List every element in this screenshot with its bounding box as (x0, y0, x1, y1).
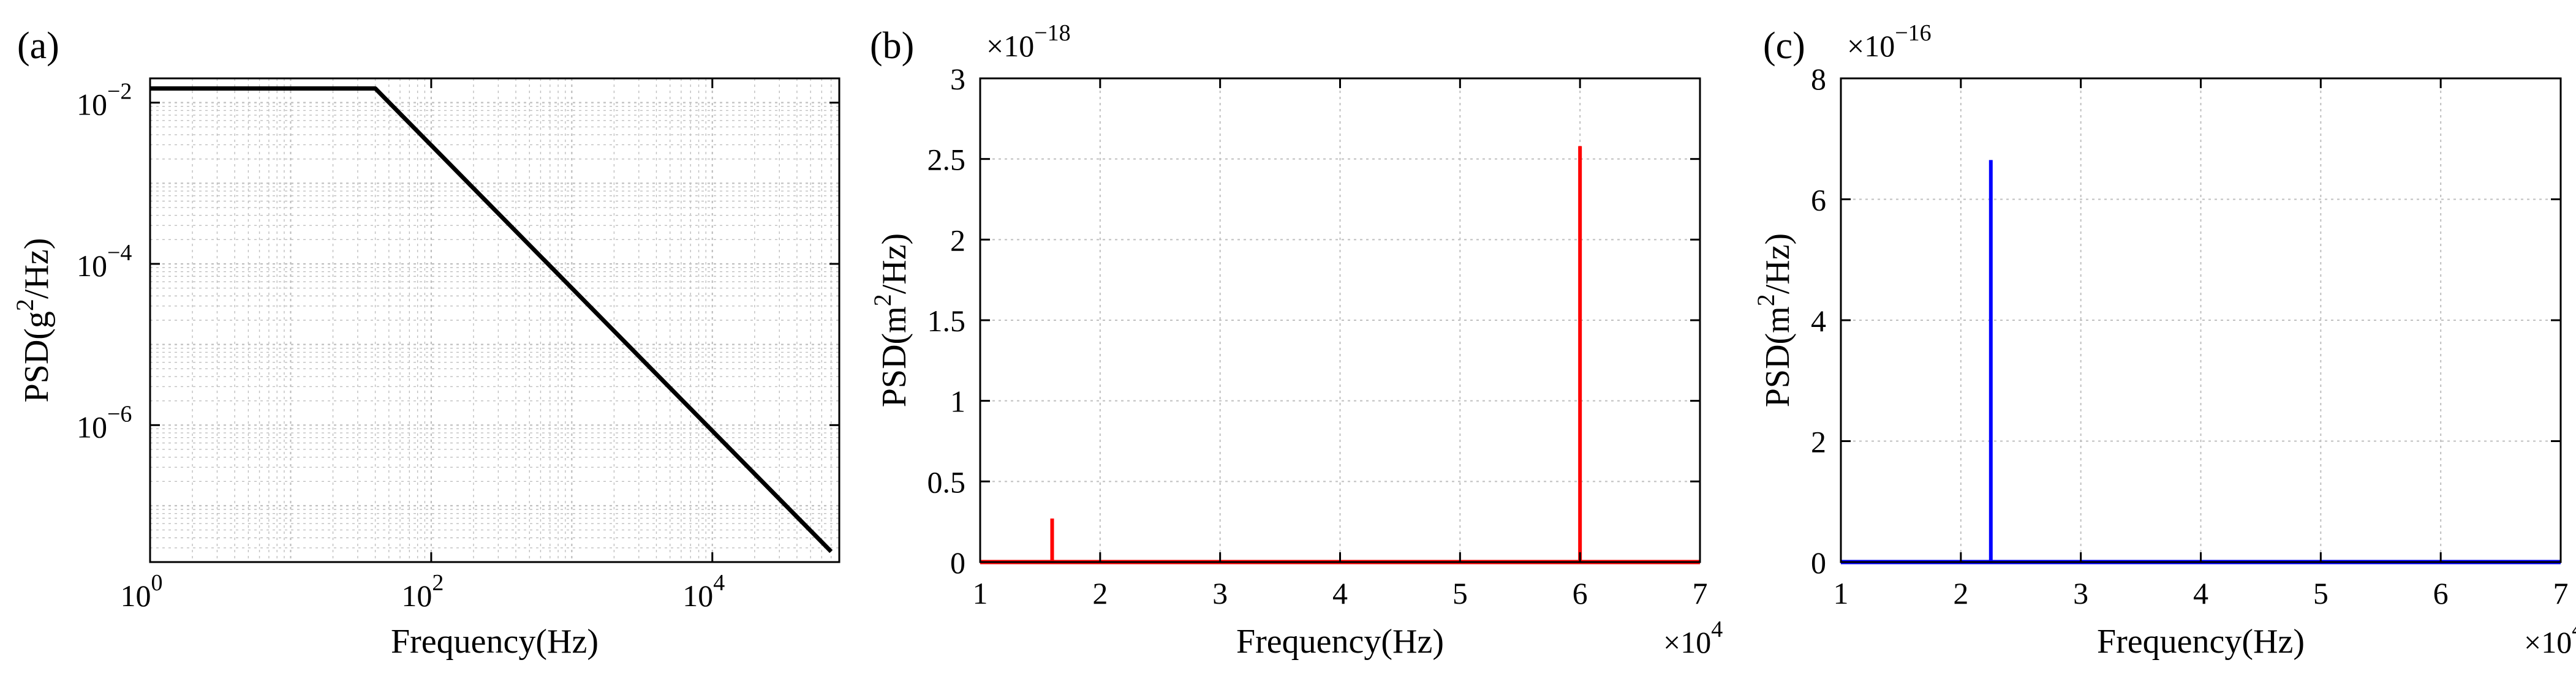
y-axis-label-base: PSD(m (1759, 306, 1797, 407)
y-axis-label: PSD(m2/Hz) (1752, 233, 1797, 407)
y-tick-label: 2 (950, 223, 965, 257)
x-tick-label: 5 (2313, 576, 2329, 610)
y-tick-label: 3 (950, 62, 965, 96)
x-tick-label: 6 (2433, 576, 2449, 610)
x-tick-label: 1 (973, 576, 988, 610)
x-tick-label-base: 10 (401, 579, 432, 613)
x-axis-label: Frequency(Hz) (391, 623, 599, 661)
y-axis-label: PSD(g2/Hz) (11, 238, 56, 403)
x-tick-label: 5 (1452, 576, 1468, 610)
y-tick-label-base: 10 (77, 410, 107, 444)
y-tick-label-exp: −2 (107, 79, 132, 105)
x-tick-label: 102 (401, 570, 444, 613)
y-axis-label-tail: /Hz) (18, 238, 56, 299)
y-tick-label-base: 10 (77, 249, 107, 283)
y-multiplier-exp: −18 (1034, 20, 1070, 46)
chart-panel-3: (c)123456702468×10−16×104Frequency(Hz)PS… (1752, 20, 2576, 661)
y-tick-label-base: 10 (77, 88, 107, 122)
x-tick-label: 1 (1834, 576, 1849, 610)
chart-panel-1: (a)100 102 10410−610−410−2Frequency(Hz)PSD… (11, 25, 840, 661)
y-multiplier-base: ×10 (986, 29, 1034, 63)
y-tick-label: 1 (950, 385, 965, 419)
y-tick-label-exp: −6 (107, 401, 132, 427)
x-tick-label: 104 (682, 570, 725, 613)
x-tick-label: 2 (1953, 576, 1968, 610)
x-tick-label: 100 (121, 570, 163, 613)
x-multiplier-base: ×10 (1663, 625, 1711, 659)
panel-label: (b) (870, 25, 914, 67)
x-tick-label: 6 (1573, 576, 1588, 610)
y-tick-label: 8 (1811, 62, 1826, 96)
chart-panel-2: (b)1 2 3 4 5 6 700.511.522.53×10−18×104Frequen… (869, 20, 1723, 661)
y-multiplier-exp: −16 (1895, 20, 1931, 46)
y-multiplier: ×10−16 (1847, 20, 1932, 63)
y-tick-label: 2 (1811, 425, 1826, 459)
x-tick-label: 7 (2553, 576, 2569, 610)
y-axis-label-tail: /Hz) (875, 233, 913, 294)
ticks (1840, 77, 2562, 563)
y-tick-label: 1.5 (927, 304, 966, 338)
x-multiplier-exp: 4 (2572, 617, 2576, 642)
x-tick-label: 4 (1332, 576, 1348, 610)
grid (1840, 78, 2561, 563)
y-tick-label: 2.5 (927, 143, 966, 177)
y-axis-label-base: PSD(g (18, 311, 56, 402)
ticks (149, 78, 839, 562)
y-tick-label-exp: −4 (107, 240, 132, 266)
x-multiplier: ×104 (2524, 617, 2576, 659)
ticks (979, 77, 1701, 563)
x-tick-label: 7 (1693, 576, 1708, 610)
x-axis-label: Frequency(Hz) (1236, 623, 1444, 661)
y-axis-label-tail: /Hz) (1759, 233, 1797, 294)
x-tick-label-base: 10 (121, 579, 151, 613)
x-axis-label: Frequency(Hz) (2097, 623, 2305, 661)
x-tick-label-exp: 2 (432, 570, 444, 596)
y-tick-label: 10−2 (77, 79, 132, 122)
grid (149, 78, 840, 563)
x-multiplier-base: ×10 (2524, 625, 2572, 659)
series-line (150, 86, 833, 553)
y-multiplier: ×10−18 (986, 20, 1071, 63)
x-tick-label: 4 (2193, 576, 2208, 610)
x-tick-label-base: 10 (682, 579, 713, 613)
y-axis-label: PSD(m2/Hz) (869, 233, 913, 407)
grid (980, 78, 1701, 563)
panel-label: (a) (17, 25, 59, 67)
y-tick-label: 0 (950, 546, 965, 580)
y-tick-label: 10−4 (77, 240, 132, 283)
y-multiplier-base: ×10 (1847, 29, 1895, 63)
y-tick-label: 6 (1811, 183, 1826, 217)
y-tick-label: 0.5 (927, 465, 966, 499)
y-axis-label-exp: 2 (11, 299, 39, 311)
x-multiplier: ×104 (1663, 617, 1723, 659)
x-tick-label: 2 (1092, 576, 1108, 610)
x-tick-label: 3 (2073, 576, 2088, 610)
y-tick-label: 0 (1811, 546, 1826, 580)
panel-label: (c) (1763, 25, 1805, 67)
x-multiplier-exp: 4 (1711, 617, 1723, 642)
y-axis-label-exp: 2 (1752, 294, 1780, 306)
axes-box (149, 77, 840, 563)
y-axis-label-exp: 2 (869, 294, 896, 306)
x-tick-label-exp: 0 (151, 570, 163, 596)
x-tick-label-exp: 4 (713, 570, 725, 596)
x-tick-label: 3 (1212, 576, 1228, 610)
y-axis-label-base: PSD(m (875, 306, 913, 407)
y-tick-label: 4 (1811, 304, 1826, 338)
y-tick-label: 10−6 (77, 401, 132, 444)
